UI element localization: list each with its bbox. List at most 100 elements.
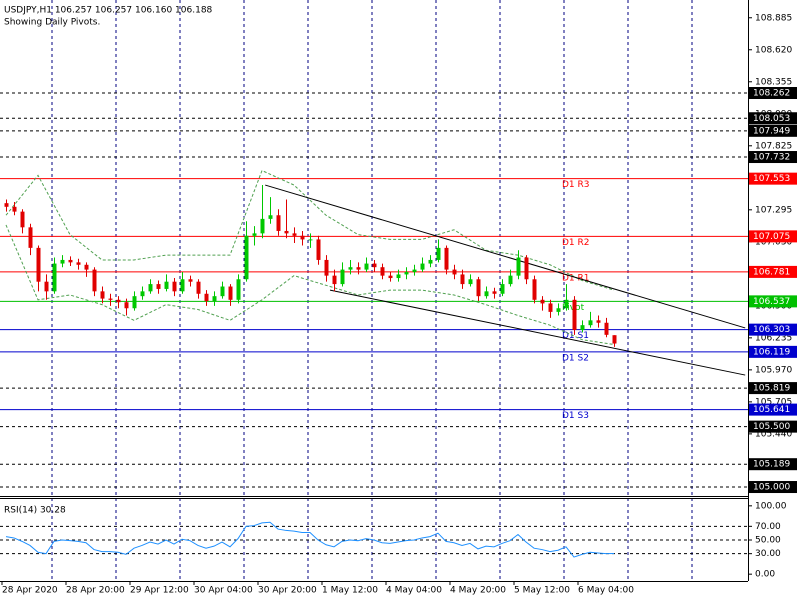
pivot-label: D1 S3: [562, 411, 589, 421]
pivot-tag-label: 107.075: [753, 232, 790, 242]
candle-body: [548, 303, 553, 312]
x-tick-label: 1 May 12:00: [322, 586, 378, 596]
y-tick-label: 106.235: [755, 333, 792, 343]
candle-body: [44, 281, 49, 292]
pivot-tag-label: 106.303: [753, 325, 790, 335]
candle-body: [252, 233, 257, 236]
candle-body: [364, 263, 369, 270]
x-tick-label: 28 Apr 20:00: [66, 586, 125, 596]
candle-body: [556, 308, 561, 312]
price-tag-label: 105.189: [753, 460, 790, 470]
price-tag: [749, 112, 797, 125]
candle-body: [180, 279, 185, 292]
pivot-tag-label: 106.781: [753, 267, 790, 277]
y-tick-label: 107.295: [755, 205, 792, 215]
candle-body: [540, 299, 545, 304]
candle-body: [172, 281, 177, 292]
rsi-tick-label: 30.00: [755, 549, 781, 559]
candle-body: [348, 267, 353, 270]
pivot-tag: [749, 323, 797, 336]
candle-body: [60, 259, 65, 264]
candle-body: [564, 299, 569, 309]
candle-body: [52, 263, 57, 292]
rsi-tick-label: 100.00: [755, 501, 787, 511]
price-tag-label: 105.819: [753, 384, 790, 394]
candle-body: [284, 230, 289, 234]
candle-body: [444, 247, 449, 270]
pivot-tag: [749, 172, 797, 185]
candle-body: [124, 302, 129, 309]
y-tick-label: 107.825: [755, 141, 792, 151]
candle-body: [524, 257, 529, 280]
price-tag-label: 105.000: [753, 483, 790, 493]
candle-body: [468, 279, 473, 285]
candle-body: [612, 335, 617, 344]
candle-body: [20, 211, 25, 228]
rsi-tick-label: 50.00: [755, 536, 781, 546]
y-tick-label: 108.620: [755, 45, 792, 55]
x-tick-label: 28 Apr 2020: [2, 586, 58, 596]
candle-body: [436, 247, 441, 260]
pivot-label: D1 S1: [562, 331, 589, 341]
candle-body: [204, 293, 209, 302]
candle-body: [36, 247, 41, 282]
band-upper: [5, 169, 615, 291]
candle-body: [292, 233, 297, 236]
candle-body: [388, 275, 393, 279]
trendline: [265, 184, 746, 329]
candle-body: [108, 298, 113, 300]
x-tick-label: 5 May 12:00: [514, 586, 570, 596]
candle-body: [100, 291, 105, 299]
pivot-tag-label: 107.553: [753, 174, 790, 184]
pivot-tag-label: 105.641: [753, 405, 790, 415]
candle-body: [532, 279, 537, 300]
y-tick-label: 105.970: [755, 365, 792, 375]
candle-body: [260, 218, 265, 234]
candle-body: [492, 291, 497, 294]
candle-body: [148, 284, 153, 292]
chart-subtitle: Showing Daily Pivots.: [4, 18, 100, 28]
price-tag: [749, 458, 797, 471]
candle-body: [404, 272, 409, 275]
candle-body: [572, 299, 577, 330]
candle-body: [300, 235, 305, 240]
chart-title: USDJPY,H1 106.257 106.257 106.160 106.18…: [4, 6, 213, 16]
pivot-label: D1 R2: [562, 238, 590, 248]
candle-body: [220, 286, 225, 297]
x-tick-label: 4 May 20:00: [450, 586, 506, 596]
price-tag: [749, 481, 797, 494]
candle-body: [132, 296, 137, 309]
candle-body: [4, 203, 9, 207]
candle-body: [420, 263, 425, 270]
candle-body: [484, 291, 489, 297]
candle-body: [380, 267, 385, 276]
candle-body: [164, 281, 169, 289]
candle-body: [516, 257, 521, 276]
candle-body: [508, 275, 513, 285]
price-tag-label: 108.053: [753, 114, 790, 124]
candle-body: [324, 259, 329, 276]
pivot-tag-label: 106.119: [753, 347, 790, 357]
candle-body: [68, 259, 73, 263]
candle-body: [580, 325, 585, 330]
candle-body: [340, 269, 345, 285]
candle-body: [276, 215, 281, 231]
candle-body: [308, 239, 313, 241]
trendline: [329, 289, 746, 376]
price-tag: [749, 151, 797, 164]
x-tick-label: 4 May 04:00: [386, 586, 442, 596]
candle-body: [268, 215, 273, 219]
candle-body: [244, 235, 249, 280]
rsi-label: RSI(14) 30.28: [4, 506, 66, 516]
y-tick-label: 108.885: [755, 13, 792, 23]
candle-body: [12, 206, 17, 212]
candle-body: [76, 262, 81, 265]
candle-body: [356, 267, 361, 270]
pivot-tag: [749, 403, 797, 416]
candle-body: [428, 259, 433, 264]
candle-body: [452, 269, 457, 275]
pivot-label: D1 R1: [562, 273, 590, 283]
price-tag-label: 108.262: [753, 89, 790, 99]
price-tag: [749, 420, 797, 433]
